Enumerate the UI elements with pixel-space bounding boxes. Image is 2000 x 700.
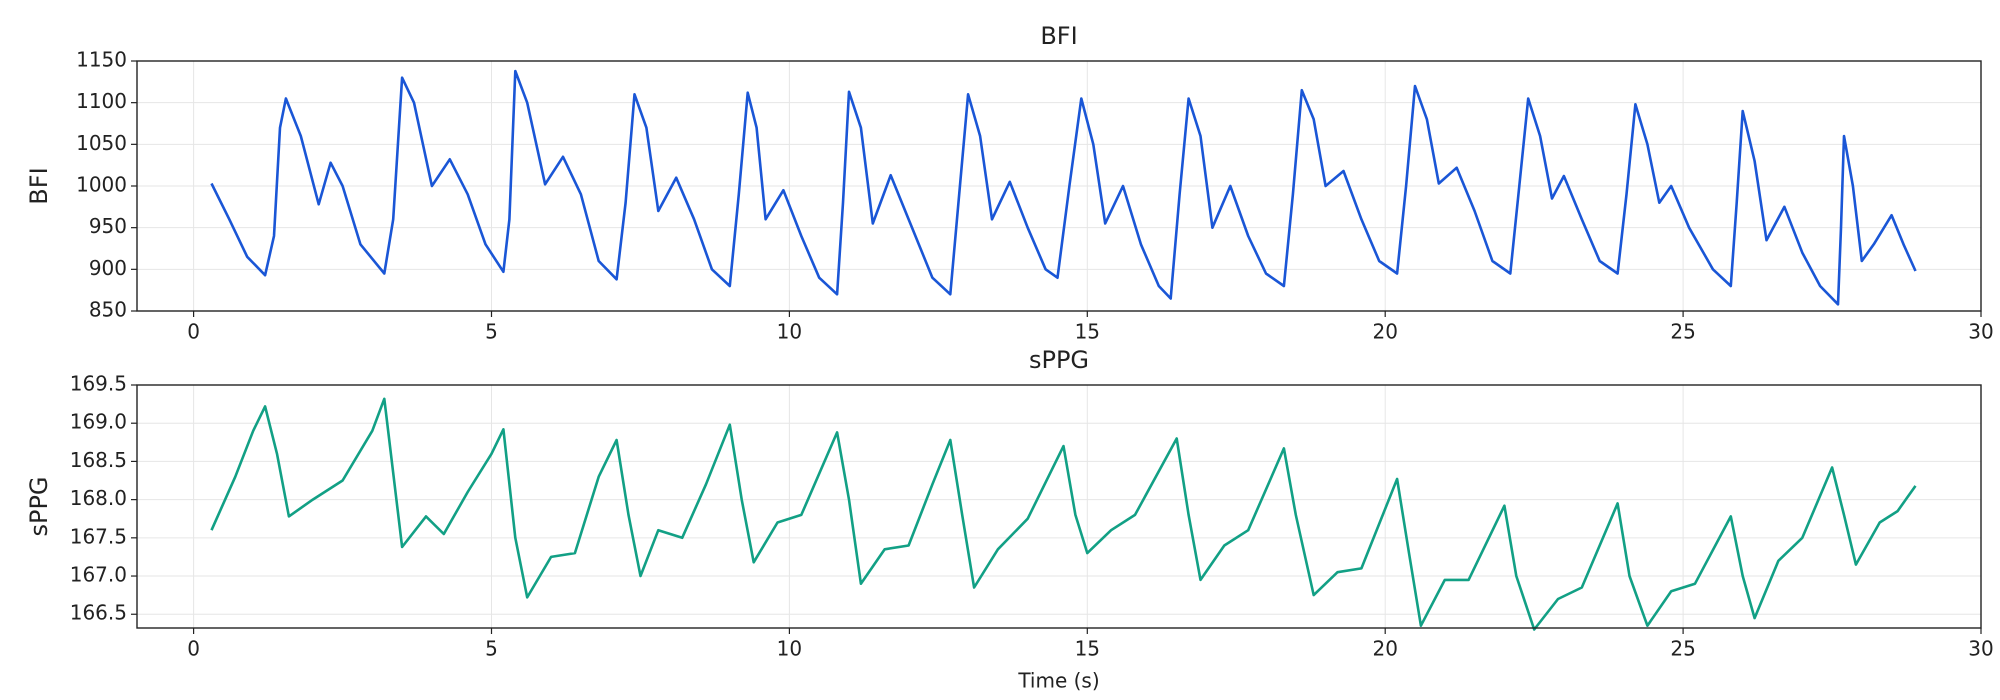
x-tick-label: 5 [485,637,498,661]
x-tick-label: 30 [1968,320,1993,344]
x-tick-label: 10 [777,320,802,344]
y-axis-label: BFI [25,167,53,204]
data-line [210,397,1917,631]
plot-frame [136,60,1982,312]
y-tick-label: 1050 [76,131,127,155]
y-tick-label: 850 [89,298,127,322]
chart-title: sPPG [1029,346,1089,374]
x-tick-label: 10 [777,637,802,661]
y-tick-label: 168.5 [70,448,127,472]
chart-title: BFI [1040,22,1077,50]
y-tick-label: 1100 [76,89,127,113]
plot-frame [136,384,1982,629]
y-tick-label: 900 [89,256,127,280]
y-tick-label: 1000 [76,173,127,197]
x-tick-label: 15 [1075,637,1100,661]
y-tick-label: 167.5 [70,524,127,548]
y-axis-label: sPPG [25,476,53,536]
x-tick-label: 5 [485,320,498,344]
x-tick-label: 15 [1075,320,1100,344]
y-tick-label: 1150 [76,48,127,72]
x-tick-label: 30 [1968,637,1993,661]
x-tick-label: 25 [1670,320,1695,344]
x-tick-label: 25 [1670,637,1695,661]
x-tick-label: 20 [1372,320,1397,344]
x-axis-label: Time (s) [1017,669,1099,693]
y-tick-label: 167.0 [70,563,127,587]
y-tick-label: 168.0 [70,486,127,510]
x-tick-label: 20 [1372,637,1397,661]
x-tick-label: 0 [187,320,200,344]
data-line [210,69,1917,306]
x-tick-label: 0 [187,637,200,661]
y-tick-label: 169.5 [70,372,127,396]
y-tick-label: 950 [89,214,127,238]
y-tick-label: 166.5 [70,601,127,625]
y-tick-label: 169.0 [70,410,127,434]
